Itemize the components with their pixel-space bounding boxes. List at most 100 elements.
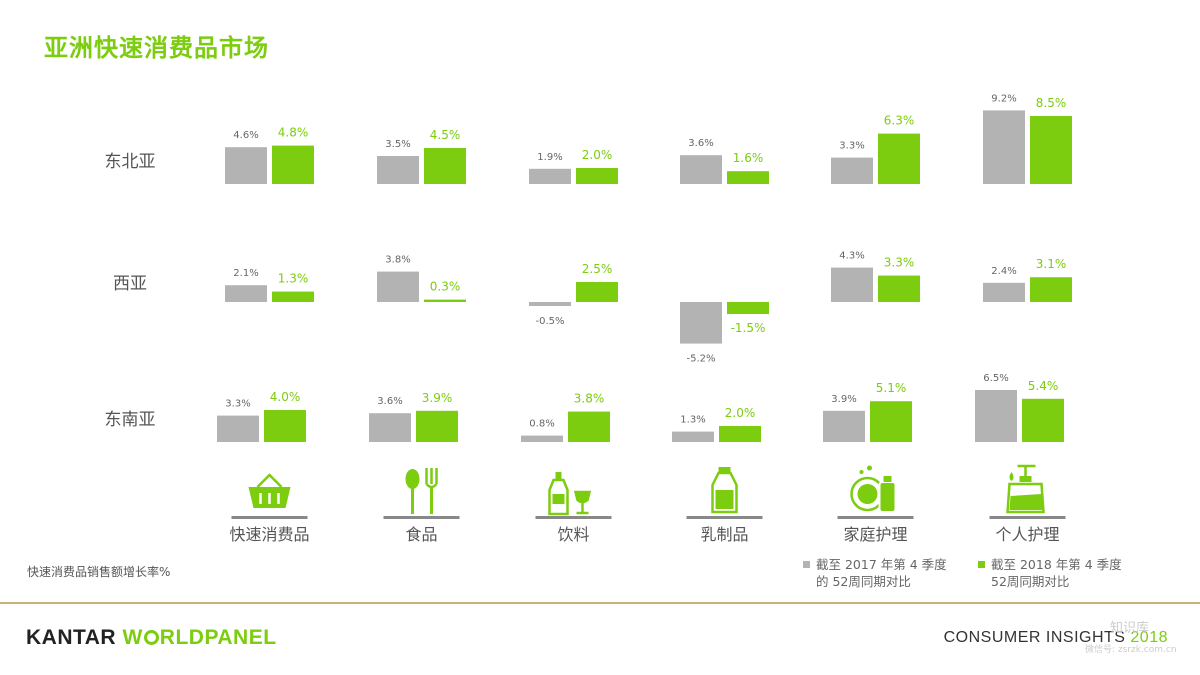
value-label-2-2-0: 0.8% <box>529 419 554 430</box>
value-label-2-2-1: 3.8% <box>574 392 605 406</box>
bar-1-1-0 <box>377 271 419 302</box>
value-label-2-3-1: 2.0% <box>725 406 756 420</box>
value-label-1-0-0: 2.1% <box>233 268 258 279</box>
legend-gray-line2: 的 52周同期对比 <box>816 574 911 589</box>
bar-2-3-1 <box>719 426 761 442</box>
region-label-0: 东北亚 <box>105 152 156 172</box>
value-label-1-5-0: 2.4% <box>991 266 1016 277</box>
bar-1-4-1 <box>878 275 920 302</box>
bar-0-5-0 <box>983 110 1025 184</box>
bar-2-3-0 <box>672 431 714 442</box>
value-label-1-2-0: -0.5% <box>535 316 564 327</box>
page-title: 亚洲快速消费品市场 <box>44 34 269 62</box>
footer-divider <box>0 602 1200 604</box>
bar-chart: 东北亚 4.6% 4.8% 3.5% 4.5% 1.9% 2.0% 3.6% 1.6% 3.3% 6… <box>105 93 1072 544</box>
bar-1-4-0 <box>831 267 873 302</box>
insights-year: 2018 <box>1130 629 1168 646</box>
bar-0-0-0 <box>225 147 267 184</box>
basket-icon <box>248 473 291 508</box>
bar-0-1-0 <box>377 156 419 184</box>
bar-2-4-1 <box>870 401 912 442</box>
brand-wo-prefix: W <box>122 626 143 649</box>
value-label-0-0-0: 4.6% <box>233 130 258 141</box>
brand-kantar: KANTAR <box>26 626 117 649</box>
bar-0-1-1 <box>424 148 466 184</box>
fork-spoon-icon <box>405 468 438 514</box>
legend-gray-line1: 截至 2017 年第 4 季度 <box>816 557 947 572</box>
bar-1-3-0 <box>680 302 722 344</box>
bar-2-5-0 <box>975 390 1017 442</box>
bar-0-4-1 <box>878 133 920 184</box>
value-label-0-3-1: 1.6% <box>733 151 764 165</box>
bar-2-2-1 <box>568 411 610 442</box>
value-label-2-4-0: 3.9% <box>831 394 856 405</box>
category-label-5: 个人护理 <box>995 525 1059 544</box>
value-label-0-0-1: 4.8% <box>278 126 309 140</box>
value-label-1-2-1: 2.5% <box>582 262 613 276</box>
bar-0-3-1 <box>727 171 769 184</box>
bar-1-3-1 <box>727 302 769 314</box>
legend-green-line2: 52周同期对比 <box>991 574 1070 589</box>
pump-bottle-icon <box>1006 464 1045 514</box>
bar-1-5-1 <box>1030 277 1072 302</box>
category-underline-1 <box>383 516 460 519</box>
legend-2018: 截至 2018 年第 4 季度 52周同期对比 <box>978 556 1122 590</box>
value-label-1-4-0: 4.3% <box>839 251 864 262</box>
region-label-1: 西亚 <box>113 274 147 294</box>
bar-0-5-1 <box>1030 116 1072 184</box>
value-label-2-0-1: 4.0% <box>270 390 301 404</box>
value-label-1-4-1: 3.3% <box>884 256 915 270</box>
bar-2-4-0 <box>823 410 865 442</box>
category-label-0: 快速消费品 <box>229 525 309 544</box>
bar-2-0-0 <box>217 415 259 442</box>
legend-gray-swatch <box>803 561 810 568</box>
value-label-0-2-0: 1.9% <box>537 152 562 163</box>
value-label-2-3-0: 1.3% <box>680 415 705 426</box>
bar-2-1-1 <box>416 410 458 442</box>
category-label-2: 饮料 <box>557 525 589 544</box>
value-label-0-3-0: 3.6% <box>688 138 713 149</box>
watermark-sub: 微信号: zsrzk.com.cn <box>1085 645 1177 655</box>
value-label-0-4-0: 3.3% <box>839 141 864 152</box>
insights-text: CONSUMER INSIGHTS <box>943 629 1126 646</box>
category-underline-2 <box>535 516 612 519</box>
consumer-insights-label: CONSUMER INSIGHTS 2018 <box>944 629 1168 647</box>
bar-2-2-0 <box>521 435 563 442</box>
bar-0-3-0 <box>680 155 722 184</box>
value-label-2-5-1: 5.4% <box>1028 379 1059 393</box>
category-label-1: 食品 <box>405 525 437 544</box>
bar-2-0-1 <box>264 410 306 442</box>
bottle-glass-icon <box>548 472 592 516</box>
value-label-2-4-1: 5.1% <box>876 381 907 395</box>
category-label-4: 家庭护理 <box>843 525 907 544</box>
legend-2017: 截至 2017 年第 4 季度 的 52周同期对比 <box>803 556 947 590</box>
value-label-1-1-1: 0.3% <box>430 280 461 294</box>
bar-0-2-0 <box>529 168 571 184</box>
logo-o-ring-icon <box>143 630 159 645</box>
legend-green-line1: 截至 2018 年第 4 季度 <box>991 557 1122 572</box>
value-label-1-3-1: -1.5% <box>731 321 766 335</box>
bar-1-1-1 <box>424 299 466 302</box>
bar-1-2-1 <box>576 282 618 302</box>
category-underline-0 <box>231 516 308 519</box>
bar-1-0-1 <box>272 291 314 302</box>
value-label-1-5-1: 3.1% <box>1036 257 1067 271</box>
bar-0-4-0 <box>831 157 873 184</box>
value-label-2-0-0: 3.3% <box>225 399 250 410</box>
bar-1-0-0 <box>225 285 267 302</box>
category-underline-3 <box>686 516 763 519</box>
dish-soap-icon <box>850 465 897 513</box>
value-label-0-5-0: 9.2% <box>991 93 1016 104</box>
value-label-0-5-1: 8.5% <box>1036 96 1067 110</box>
legend-green-swatch <box>978 561 985 568</box>
category-label-3: 乳制品 <box>700 525 748 544</box>
watermark-title: 知识库 <box>1110 621 1150 636</box>
footnote: 快速消费品销售额增长率% <box>27 565 171 579</box>
value-label-0-1-0: 3.5% <box>385 139 410 150</box>
value-label-0-2-1: 2.0% <box>582 148 613 162</box>
value-label-1-0-1: 1.3% <box>278 272 309 286</box>
bar-2-1-0 <box>369 413 411 442</box>
brand-wo-suffix: RLDPANEL <box>159 626 277 649</box>
category-underline-5 <box>989 516 1066 519</box>
value-label-2-1-0: 3.6% <box>377 396 402 407</box>
